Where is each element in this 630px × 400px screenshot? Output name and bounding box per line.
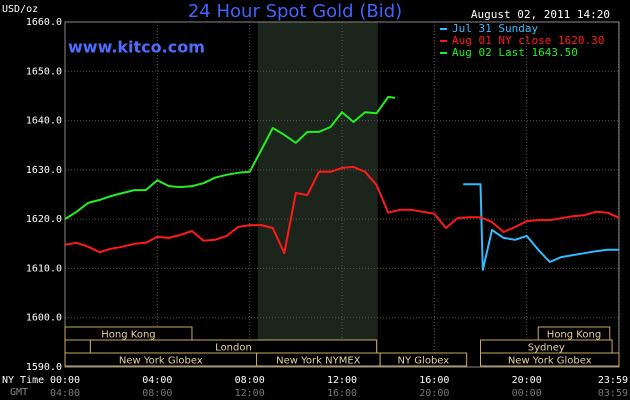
session-label: New York Globex [508,356,592,367]
y-tick-label: 1640.0 [26,116,62,127]
legend-label: Jul 31 Sunday [452,22,538,35]
y-tick-label: 1650.0 [26,66,62,77]
x2-axis-label: GMT [10,387,28,398]
y-tick-label: 1620.0 [26,214,62,225]
x-tick-label: 08:00 [235,375,265,386]
x2-tick-label: 12:00 [235,388,265,399]
session-label: Sydney [528,343,565,354]
y-tick-label: 1610.0 [26,263,62,274]
x-tick-label: 20:00 [512,375,542,386]
session-box [480,352,620,367]
x-tick-label: 04:00 [142,375,172,386]
x2-tick-label: 03:59 [598,388,628,399]
x-tick-label: 23:59 [598,375,628,386]
x-tick-label: 00:00 [50,375,80,386]
highlight-band [257,22,378,367]
x-tick-label: 12:00 [327,375,357,386]
x2-tick-label: 04:00 [50,388,80,399]
x2-tick-label: 16:00 [327,388,357,399]
session-label: New York NYMEX [276,356,361,367]
legend-label: Aug 02 Last 1643.50 [452,46,578,59]
y-tick-label: 1660.0 [26,17,62,28]
x2-tick-label: 20:00 [419,388,449,399]
session-label: Hong Kong [101,330,155,341]
x-axis-label: NY Time [2,375,44,386]
x-tick-label: 16:00 [419,375,449,386]
plot-frame [64,21,620,368]
price-line [64,95,396,220]
x2-tick-label: 00:00 [512,388,542,399]
price-line [64,165,620,255]
y-tick-label: 1590.0 [26,362,62,373]
legend-label: Aug 01 NY close 1620.30 [452,34,604,47]
session-box [379,352,468,367]
y-tick-label: 1630.0 [26,165,62,176]
y-tick-label: 1600.0 [26,313,62,324]
price-line [463,183,619,271]
website: www.kitco.com [68,38,205,57]
y-axis-label: USD/oz [2,4,38,15]
session-label: Hong Kong [547,330,601,341]
session-label: London [215,343,252,354]
timestamp: August 02, 2011 14:20 [471,8,610,21]
session-box [64,339,91,354]
session-label: NY Globex [398,356,450,367]
session-label: New York Globex [119,356,203,367]
chart-title: 24 Hour Spot Gold (Bid) [188,1,402,22]
x2-tick-label: 08:00 [142,388,172,399]
